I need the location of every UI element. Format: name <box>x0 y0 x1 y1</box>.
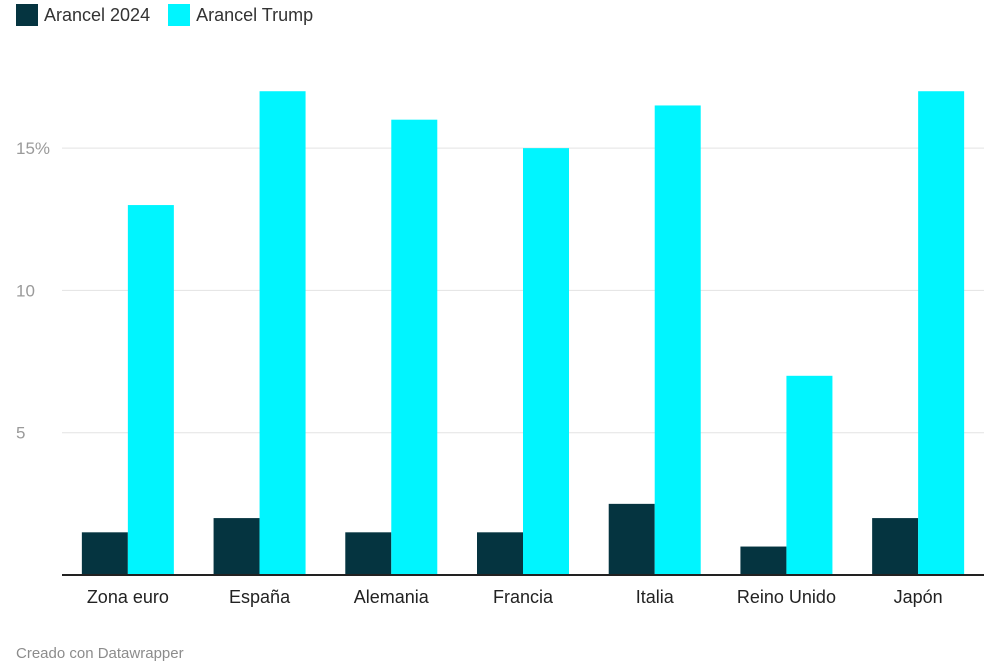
y-tick-label: 15% <box>16 139 50 158</box>
x-tick-label: Reino Unido <box>737 587 836 607</box>
x-tick-label: Alemania <box>354 587 430 607</box>
legend-item-arancel-trump: Arancel Trump <box>168 4 313 26</box>
legend-item-arancel-2024: Arancel 2024 <box>16 4 150 26</box>
x-tick-label: Italia <box>636 587 675 607</box>
bar-arancel-2024 <box>608 503 655 575</box>
y-tick-label: 5 <box>16 424 25 443</box>
bar-arancel-trump <box>523 148 569 575</box>
x-tick-label: España <box>229 587 291 607</box>
legend-label-arancel-trump: Arancel Trump <box>196 4 314 25</box>
legend-swatch-arancel-2024 <box>16 4 38 26</box>
bar-arancel-2024 <box>477 532 523 575</box>
bar-arancel-2024 <box>213 518 260 575</box>
legend-swatch-arancel-trump <box>168 4 191 26</box>
legend-label-arancel-2024: Arancel 2024 <box>44 4 151 25</box>
x-tick-label: Zona euro <box>87 587 169 607</box>
bar-arancel-2024 <box>740 546 787 575</box>
y-tick-label: 10 <box>16 281 35 300</box>
bar-arancel-trump <box>654 105 701 575</box>
x-tick-label: Japón <box>894 587 943 607</box>
footer-credit: Creado con Datawrapper <box>16 645 184 662</box>
bar-arancel-2024 <box>345 532 392 575</box>
bar-arancel-2024 <box>81 532 128 575</box>
bar-arancel-trump <box>127 205 174 576</box>
bar-arancel-trump <box>391 119 438 575</box>
bar-chart: 5 10 15% Zona euro España Alemania Francia Ital… <box>16 91 984 607</box>
bar-arancel-trump <box>786 375 833 575</box>
bar-arancel-trump <box>918 91 965 575</box>
legend: Arancel 2024 Arancel Trump <box>16 4 313 26</box>
bar-arancel-trump <box>259 91 306 575</box>
x-tick-label: Francia <box>493 587 554 607</box>
bar-arancel-2024 <box>872 518 919 575</box>
